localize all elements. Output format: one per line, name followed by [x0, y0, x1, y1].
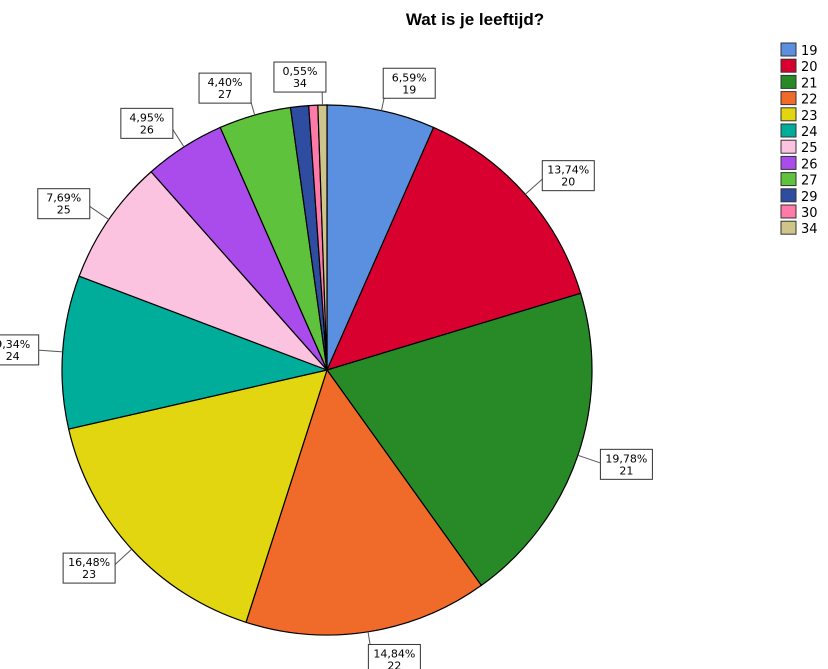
- legend-item-20: 20: [780, 58, 818, 75]
- legend-item-27: 27: [780, 172, 818, 189]
- legend-item-29: 29: [780, 188, 818, 205]
- legend-label: 29: [801, 190, 818, 205]
- legend-item-25: 25: [780, 139, 818, 156]
- legend-label: 24: [801, 125, 818, 140]
- slice-category-label: 34: [293, 77, 307, 90]
- legend-label: 34: [801, 222, 818, 237]
- slice-label-34: 0,55%34: [273, 61, 327, 93]
- legend-swatch: [780, 155, 797, 170]
- slice-percent-label: 9,34%: [0, 338, 30, 351]
- slice-label-27: 4,40%27: [198, 72, 252, 104]
- legend-item-30: 30: [780, 204, 818, 221]
- legend-item-34: 34: [780, 220, 818, 237]
- slice-labels: 6,59%19 13,74%20 19,78%21 14,84%22 16,48%23 9…: [0, 61, 653, 669]
- slice-category-label: 26: [140, 123, 154, 136]
- pie-slice-22: [245, 368, 483, 636]
- slice-label-box: [599, 448, 653, 480]
- legend-swatch: [780, 107, 797, 122]
- legend-swatch: [780, 42, 797, 57]
- slice-percent-label: 14,84%: [373, 647, 415, 660]
- slice-category-label: 24: [6, 350, 20, 363]
- slice-label-25: 7,69%25: [37, 188, 91, 220]
- slice-label-box: [198, 72, 252, 104]
- slice-label-23: 16,48%23: [62, 552, 116, 584]
- slice-label-box: [0, 334, 40, 366]
- legend-label: 25: [801, 141, 818, 156]
- slice-percent-label: 19,78%: [605, 452, 647, 465]
- slice-label-box: [120, 107, 174, 139]
- legend-label: 21: [801, 76, 818, 91]
- slice-label-box: [541, 160, 595, 192]
- slice-label-box: [273, 61, 327, 93]
- legend-swatch: [780, 188, 797, 203]
- legend-swatch: [780, 204, 797, 219]
- legend-label: 27: [801, 174, 818, 189]
- slice-label-22: 14,84%22: [367, 643, 421, 669]
- slice-category-label: 22: [387, 659, 401, 669]
- legend-label: 20: [801, 60, 818, 75]
- legend-swatch: [780, 139, 797, 154]
- slice-label-21: 19,78%21: [599, 448, 653, 480]
- pie-slice-20: [325, 126, 582, 371]
- slice-category-label: 21: [619, 464, 633, 477]
- slice-percent-label: 16,48%: [68, 556, 110, 569]
- legend-item-21: 21: [780, 74, 818, 91]
- legend-swatch: [780, 91, 797, 106]
- slice-percent-label: 0,55%: [282, 65, 317, 78]
- slice-category-label: 23: [82, 568, 96, 581]
- slice-category-label: 20: [561, 176, 575, 189]
- chart-title: Wat is je leeftijd?: [406, 10, 544, 29]
- pie-slice-21: [326, 292, 593, 587]
- legend-swatch: [780, 172, 797, 187]
- slice-category-label: 25: [57, 204, 71, 217]
- legend-item-24: 24: [780, 123, 818, 140]
- legend-label: 22: [801, 93, 818, 108]
- slice-label-box: [382, 67, 436, 99]
- legend-label: 30: [801, 206, 818, 221]
- legend-item-23: 23: [780, 107, 818, 124]
- legend-swatch: [780, 58, 797, 73]
- legend-swatch: [780, 123, 797, 138]
- legend-label: 26: [801, 157, 818, 172]
- slice-label-24: 9,34%24: [0, 334, 40, 366]
- legend-label: 23: [801, 109, 818, 124]
- pie-slices: [61, 104, 593, 636]
- slice-label-26: 4,95%26: [120, 107, 174, 139]
- slice-label-box: [37, 188, 91, 220]
- slice-category-label: 27: [218, 88, 232, 101]
- slice-label-19: 6,59%19: [382, 67, 436, 99]
- legend-swatch: [780, 220, 797, 235]
- legend-item-19: 19: [780, 42, 818, 59]
- legend-label: 19: [801, 44, 818, 59]
- pie-slice-19: [326, 104, 435, 371]
- slice-percent-label: 6,59%: [392, 71, 427, 84]
- slice-percent-label: 4,40%: [208, 76, 243, 89]
- legend-swatch: [780, 74, 797, 89]
- pie-slice-23: [67, 369, 328, 624]
- slice-percent-label: 13,74%: [547, 164, 589, 177]
- slice-label-box: [367, 643, 421, 669]
- slice-label-box: [62, 552, 116, 584]
- slice-category-label: 19: [402, 83, 416, 96]
- slice-percent-label: 7,69%: [46, 192, 81, 205]
- legend-item-26: 26: [780, 155, 818, 172]
- legend-item-22: 22: [780, 91, 818, 108]
- slice-percent-label: 4,95%: [129, 111, 164, 124]
- slice-label-20: 13,74%20: [541, 160, 595, 192]
- leader-line-24: [34, 349, 63, 353]
